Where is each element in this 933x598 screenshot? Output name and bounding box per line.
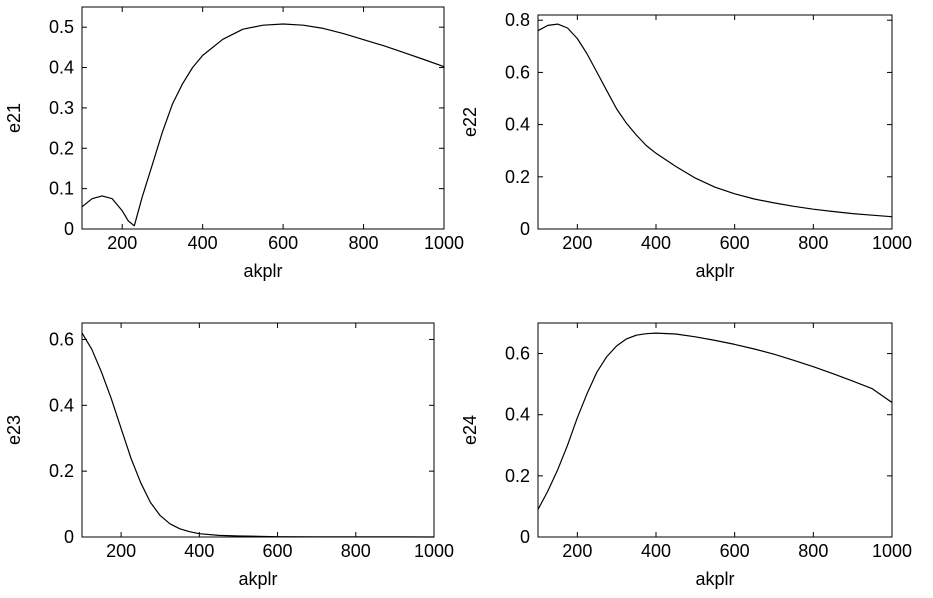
chart-e22: 200 400 600 800 1000 0 0.2 0.4 0.6 0.8 akplr e22 <box>460 10 912 281</box>
y-tick-label: 0.5 <box>49 17 74 37</box>
x-tick-label: 400 <box>641 541 671 561</box>
y-axis-label: e21 <box>4 103 24 133</box>
y-tick-label: 0 <box>64 219 74 239</box>
x-tick-label: 200 <box>562 541 592 561</box>
x-tick-label: 400 <box>641 233 671 253</box>
y-tick-label: 0.8 <box>505 10 530 30</box>
x-tick-label: 1000 <box>414 541 454 561</box>
y-tick-label: 0.4 <box>505 405 530 425</box>
y-tick-label: 0.4 <box>49 395 74 415</box>
y-axis-label: e22 <box>460 107 480 137</box>
x-tick-label: 400 <box>188 233 218 253</box>
y-tick-label: 0.6 <box>505 344 530 364</box>
y-axis-label: e23 <box>4 415 24 445</box>
y-tick-label: 0 <box>64 527 74 547</box>
x-tick-label: 1000 <box>872 233 912 253</box>
y-tick-label: 0.6 <box>505 62 530 82</box>
x-tick-label: 600 <box>720 233 750 253</box>
x-tick-label: 800 <box>798 233 828 253</box>
x-tick-label: 600 <box>720 541 750 561</box>
x-tick-label: 200 <box>107 233 137 253</box>
y-tick-label: 0.1 <box>49 179 74 199</box>
chart-e23: 200 400 600 800 1000 0 0.2 0.4 0.6 akplr e23 <box>4 322 454 589</box>
x-axis-label: akplr <box>243 261 282 281</box>
plot-frame <box>81 322 435 538</box>
x-axis-label: akplr <box>238 569 277 589</box>
y-tick-label: 0 <box>520 527 530 547</box>
y-tick-label: 0.2 <box>505 167 530 187</box>
y-tick-label: 0.4 <box>505 115 530 135</box>
series-line <box>537 332 893 510</box>
x-tick-label: 800 <box>798 541 828 561</box>
y-tick-label: 0.2 <box>49 461 74 481</box>
x-tick-label: 400 <box>184 541 214 561</box>
plot-frame <box>81 6 445 230</box>
y-axis-label: e24 <box>460 415 480 445</box>
x-tick-label: 1000 <box>424 233 464 253</box>
x-tick-label: 200 <box>106 541 136 561</box>
plot-frame <box>537 322 893 538</box>
series-line <box>537 23 893 218</box>
chart-e21: 200 400 600 800 1000 0 0.1 0.2 0.3 0.4 0.5 akplr e21 <box>4 6 464 281</box>
x-axis-label: akplr <box>695 569 734 589</box>
x-tick-label: 600 <box>268 233 298 253</box>
series-line <box>81 332 435 538</box>
y-tick-label: 0.2 <box>505 466 530 486</box>
x-axis-label: akplr <box>695 261 734 281</box>
x-tick-label: 800 <box>341 541 371 561</box>
y-tick-label: 0 <box>520 219 530 239</box>
x-tick-label: 1000 <box>872 541 912 561</box>
series-line <box>81 23 445 227</box>
x-tick-label: 200 <box>562 233 592 253</box>
y-tick-label: 0.6 <box>49 329 74 349</box>
y-tick-label: 0.2 <box>49 138 74 158</box>
y-tick-label: 0.3 <box>49 98 74 118</box>
chart-e24: 200 400 600 800 1000 0 0.2 0.4 0.6 akplr e24 <box>460 322 912 589</box>
x-tick-label: 600 <box>263 541 293 561</box>
x-tick-label: 800 <box>349 233 379 253</box>
y-tick-label: 0.4 <box>49 58 74 78</box>
plot-frame <box>537 14 893 230</box>
